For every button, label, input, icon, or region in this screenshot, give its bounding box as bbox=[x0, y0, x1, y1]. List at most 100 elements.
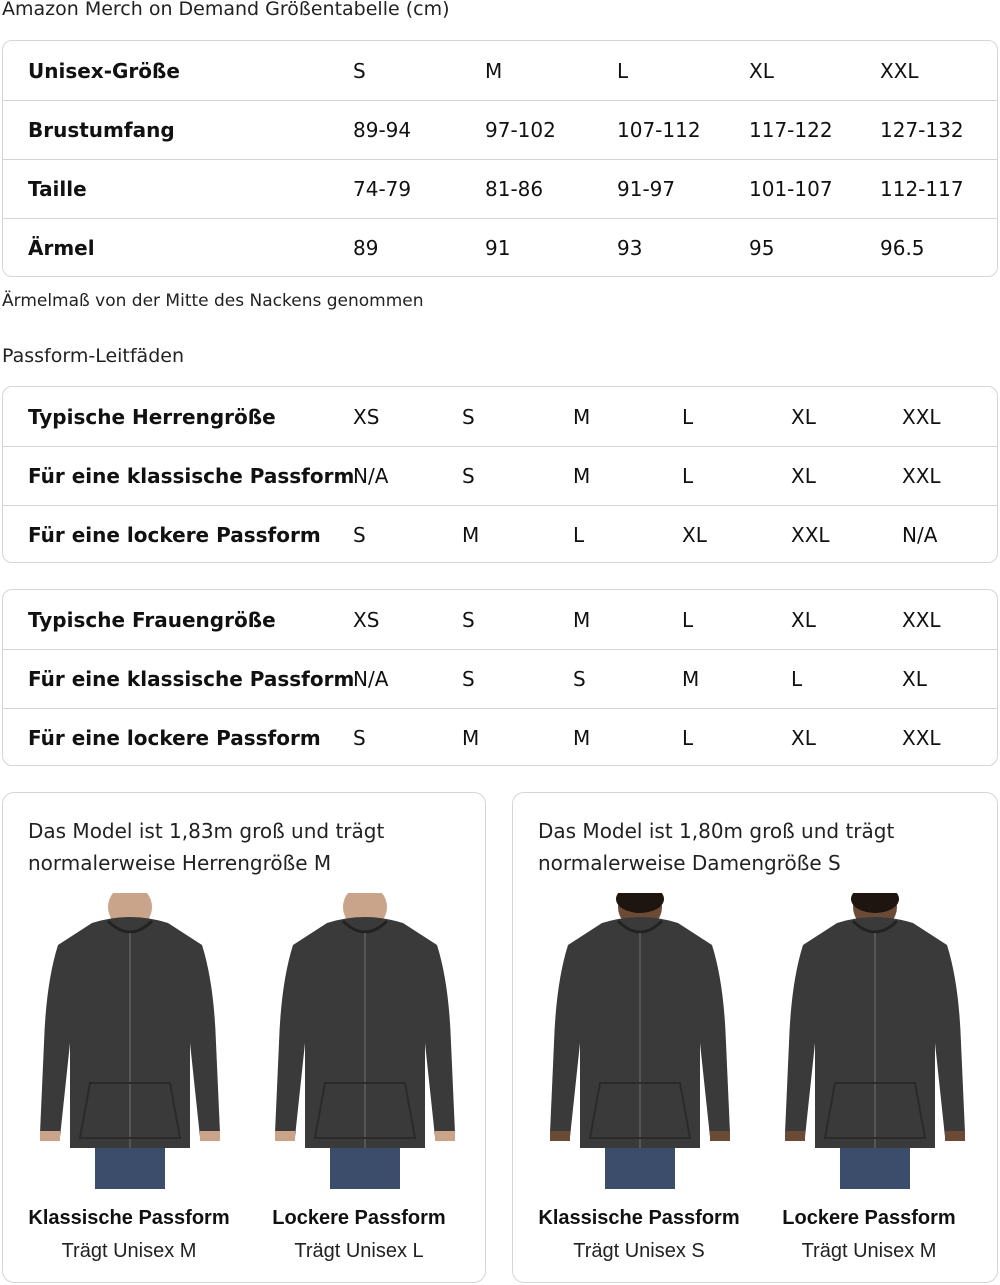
table-cell: 95 bbox=[749, 236, 775, 260]
row-label: Für eine klassische Passform bbox=[28, 464, 355, 488]
table-cell: XXL bbox=[902, 404, 941, 429]
table-row: Für eine klassische Passform N/A S S M L XL bbox=[3, 649, 997, 708]
worn-size: Trägt Unisex M bbox=[801, 1240, 937, 1262]
row-label: Ärmel bbox=[28, 236, 95, 260]
table-cell: M bbox=[573, 726, 591, 750]
female-model-photo bbox=[775, 885, 975, 1189]
table-row: Brustumfang 89-94 97-102 107-112 117-122 127-… bbox=[3, 100, 997, 159]
men-model-card: Das Model ist 1,83m groß und trägt normal… bbox=[2, 792, 486, 1283]
table-cell: 107-112 bbox=[617, 118, 701, 142]
model-caption: Lockere Passform Trägt Unisex M bbox=[754, 1207, 984, 1263]
model-height-text: Das Model ist 1,83m groß und trägt bbox=[28, 819, 385, 843]
female-model-photo bbox=[540, 885, 740, 1189]
table-cell: 101-107 bbox=[749, 177, 833, 201]
table-cell: M bbox=[462, 523, 480, 547]
worn-size: Trägt Unisex L bbox=[294, 1240, 424, 1262]
table-cell: XXL bbox=[902, 464, 941, 488]
fit-guide-title: Passform-Leitfäden bbox=[2, 345, 184, 367]
size-table: Unisex-Größe S M L XL XXL Brustumfang 89-94 97-1… bbox=[2, 40, 998, 277]
table-cell: L bbox=[573, 523, 585, 547]
table-cell: L bbox=[682, 464, 694, 488]
row-label: Für eine lockere Passform bbox=[28, 726, 321, 750]
model-caption: Lockere Passform Trägt Unisex L bbox=[244, 1207, 474, 1263]
table-cell: XL bbox=[682, 523, 707, 547]
table-cell: 127-132 bbox=[880, 118, 964, 142]
table-row: Taille 74-79 81-86 91-97 101-107 112-117 bbox=[3, 159, 997, 218]
worn-size: Trägt Unisex M bbox=[61, 1240, 197, 1262]
table-cell: L bbox=[791, 667, 803, 691]
table-cell: 93 bbox=[617, 236, 643, 260]
table-cell: L bbox=[617, 58, 629, 83]
fit-type: Klassische Passform bbox=[28, 1207, 230, 1229]
table-cell: 89-94 bbox=[353, 118, 412, 142]
table-cell: M bbox=[573, 404, 591, 429]
table-row: Ärmel 89 91 93 95 96.5 bbox=[3, 218, 997, 276]
table-row: Für eine lockere Passform S M M L XL XXL bbox=[3, 708, 997, 765]
table-cell: XL bbox=[791, 464, 816, 488]
table-cell: M bbox=[573, 464, 591, 488]
table-cell: S bbox=[462, 607, 475, 632]
fit-type: Klassische Passform bbox=[538, 1207, 740, 1229]
row-label: Für eine lockere Passform bbox=[28, 523, 321, 547]
table-cell: XXL bbox=[902, 726, 941, 750]
table-cell: XL bbox=[791, 726, 816, 750]
table-cell: M bbox=[462, 726, 480, 750]
table-row: Für eine klassische Passform N/A S M L XL XXL bbox=[3, 446, 997, 505]
women-model-card: Das Model ist 1,80m groß und trägt normal… bbox=[512, 792, 998, 1283]
worn-size: Trägt Unisex S bbox=[573, 1240, 705, 1262]
table-cell: N/A bbox=[353, 667, 389, 691]
table-cell: 117-122 bbox=[749, 118, 833, 142]
table-cell: L bbox=[682, 607, 694, 632]
model-description: Das Model ist 1,83m groß und trägt normal… bbox=[28, 815, 384, 879]
table-cell: 97-102 bbox=[485, 118, 556, 142]
table-cell: 91 bbox=[485, 236, 511, 260]
table-cell: XL bbox=[791, 404, 816, 429]
table-cell: XL bbox=[791, 607, 816, 632]
table-cell: 112-117 bbox=[880, 177, 964, 201]
table-cell: M bbox=[573, 607, 591, 632]
model-caption: Klassische Passform Trägt Unisex M bbox=[14, 1207, 244, 1263]
table-cell: S bbox=[573, 667, 586, 691]
row-label: Typische Frauengröße bbox=[28, 607, 276, 632]
table-cell: XXL bbox=[791, 523, 830, 547]
table-cell: S bbox=[353, 726, 366, 750]
table-cell: XL bbox=[902, 667, 927, 691]
model-usual-size-text: normalerweise Damengröße S bbox=[538, 851, 841, 875]
sleeve-note: Ärmelmaß von der Mitte des Nackens genom… bbox=[2, 291, 424, 311]
table-cell: XS bbox=[353, 404, 380, 429]
male-model-photo bbox=[30, 885, 230, 1189]
table-cell: L bbox=[682, 726, 694, 750]
table-row: Unisex-Größe S M L XL XXL bbox=[3, 41, 997, 100]
table-cell: S bbox=[462, 404, 475, 429]
table-cell: XL bbox=[749, 58, 774, 83]
table-cell: S bbox=[353, 523, 366, 547]
row-label: Brustumfang bbox=[28, 118, 175, 142]
row-label: Taille bbox=[28, 177, 87, 201]
table-cell: S bbox=[462, 667, 475, 691]
table-cell: 81-86 bbox=[485, 177, 544, 201]
table-row: Für eine lockere Passform S M L XL XXL N/A bbox=[3, 505, 997, 562]
table-cell: 74-79 bbox=[353, 177, 412, 201]
table-cell: 91-97 bbox=[617, 177, 676, 201]
women-fit-table: Typische Frauengröße XS S M L XL XXL Für eine k… bbox=[2, 589, 998, 766]
table-cell: XXL bbox=[902, 607, 941, 632]
men-fit-table: Typische Herrengröße XS S M L XL XXL Für eine k… bbox=[2, 386, 998, 563]
model-caption: Klassische Passform Trägt Unisex S bbox=[524, 1207, 754, 1263]
table-row: Typische Frauengröße XS S M L XL XXL bbox=[3, 590, 997, 649]
page-title: Amazon Merch on Demand Größentabelle (cm… bbox=[2, 0, 450, 20]
table-cell: N/A bbox=[353, 464, 389, 488]
table-cell: S bbox=[353, 58, 366, 83]
model-description: Das Model ist 1,80m groß und trägt normal… bbox=[538, 815, 894, 879]
model-usual-size-text: normalerweise Herrengröße M bbox=[28, 851, 332, 875]
table-cell: 89 bbox=[353, 236, 379, 260]
row-label: Unisex-Größe bbox=[28, 58, 180, 83]
table-cell: M bbox=[485, 58, 503, 83]
table-row: Typische Herrengröße XS S M L XL XXL bbox=[3, 387, 997, 446]
table-cell: XXL bbox=[880, 58, 919, 83]
male-model-photo bbox=[265, 885, 465, 1189]
row-label: Für eine klassische Passform bbox=[28, 667, 355, 691]
fit-type: Lockere Passform bbox=[272, 1207, 446, 1229]
table-cell: N/A bbox=[902, 523, 938, 547]
row-label: Typische Herrengröße bbox=[28, 404, 276, 429]
fit-type: Lockere Passform bbox=[782, 1207, 956, 1229]
